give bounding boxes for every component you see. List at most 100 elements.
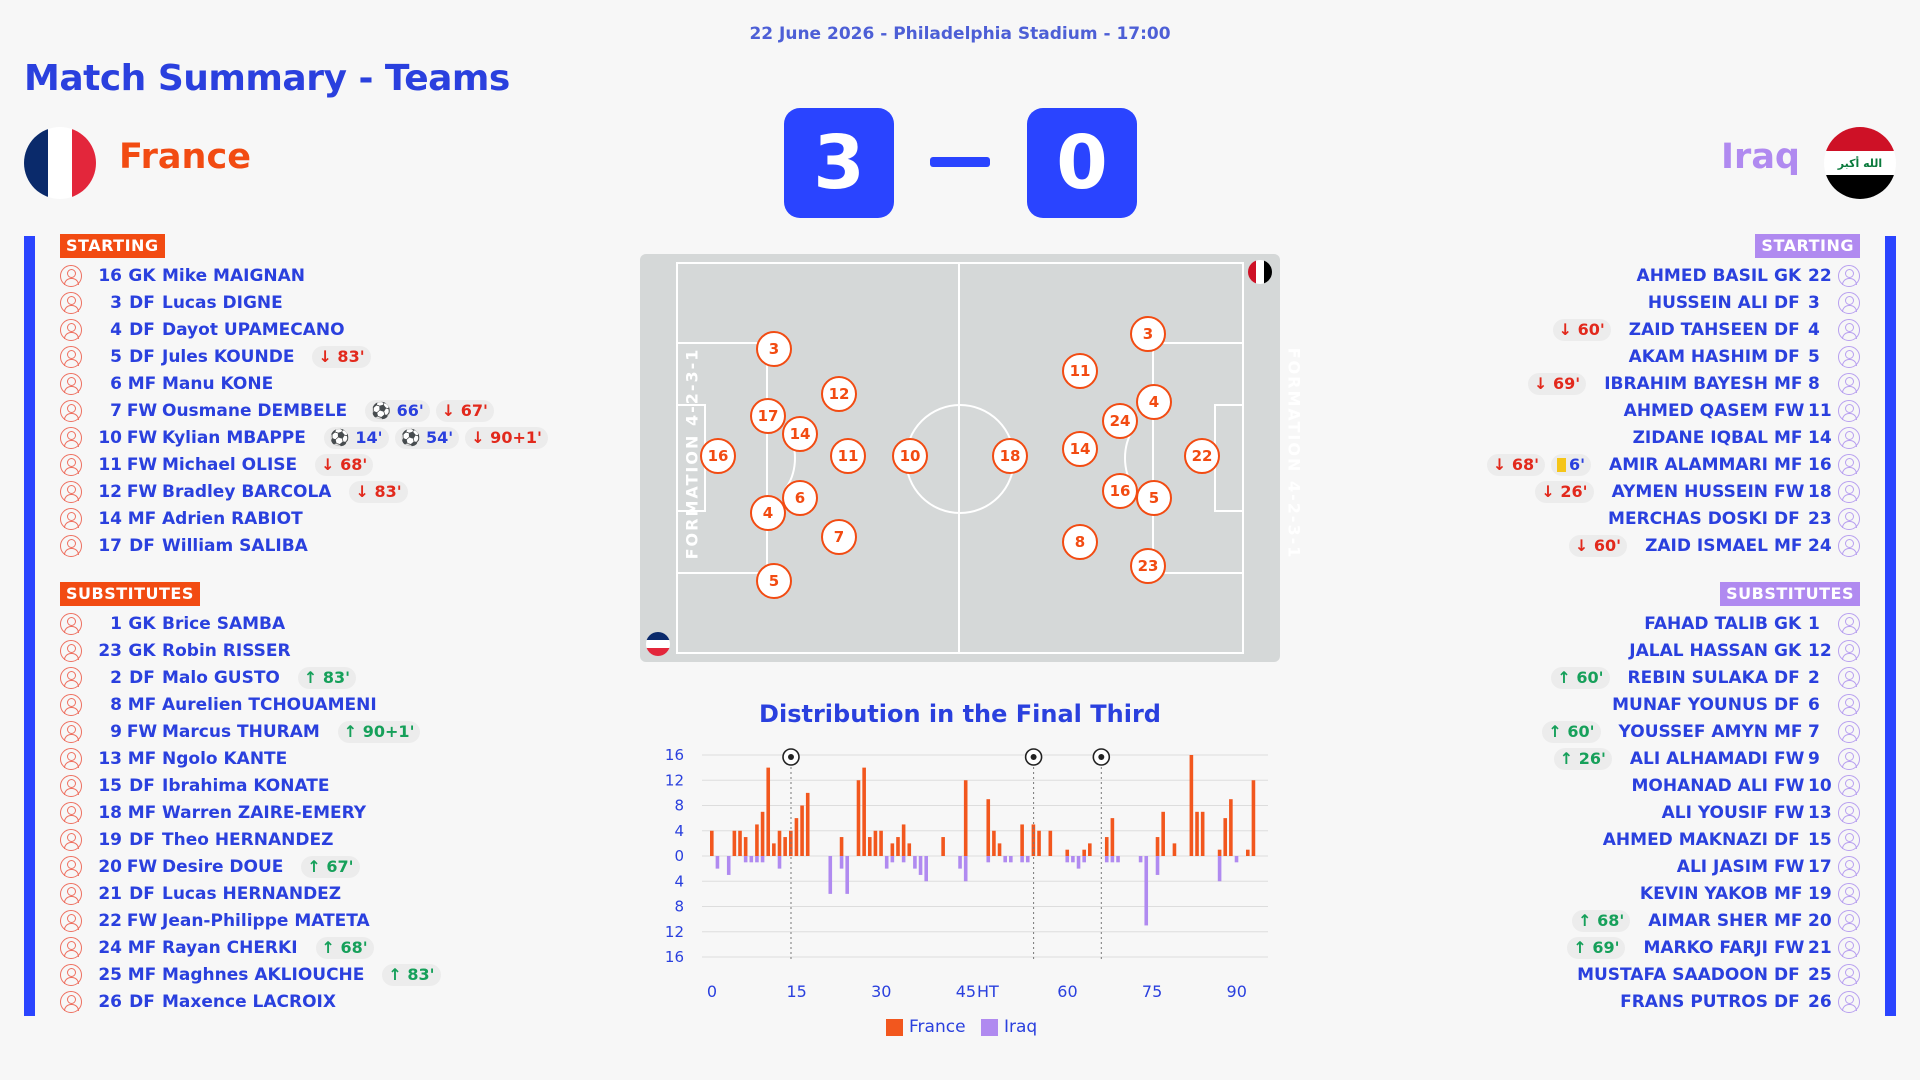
- player-row[interactable]: 6 MF Manu KONE: [60, 372, 273, 396]
- player-row[interactable]: 13 MF Ngolo KANTE: [60, 747, 287, 771]
- player-name: YOUSSEF AMYN: [1618, 722, 1768, 742]
- player-row[interactable]: 14 MF ZIDANE IQBAL: [1633, 426, 1860, 450]
- player-row[interactable]: 14 MF Adrien RABIOT: [60, 507, 303, 531]
- france-bar: [839, 837, 844, 856]
- player-number: 9: [110, 722, 122, 742]
- player-row[interactable]: 16 GK Mike MAIGNAN: [60, 264, 305, 288]
- player-name: ZAID TAHSEEN: [1628, 320, 1768, 340]
- iraq-bar: [1020, 856, 1024, 863]
- iraq-bar: [1234, 856, 1239, 863]
- player-row[interactable]: 2 DF Malo GUSTO ↑ 83': [60, 666, 357, 690]
- player-name: AYMEN HUSSEIN: [1611, 482, 1768, 502]
- player-row[interactable]: 5 DF Jules KOUNDE ↓ 83': [60, 345, 371, 369]
- player-row[interactable]: 1 GK FAHAD TALIB: [1644, 612, 1860, 636]
- player-row[interactable]: 26 DF Maxence LACROIX: [60, 990, 336, 1014]
- player-row[interactable]: 26 DF FRANS PUTROS: [1620, 990, 1860, 1014]
- in-event-badge: ↑ 69': [1567, 937, 1626, 959]
- player-row[interactable]: 23 DF MERCHAS DOSKI: [1608, 507, 1860, 531]
- player-icon: [60, 481, 82, 503]
- player-row[interactable]: 18 FW AYMEN HUSSEIN ↓ 26': [1535, 480, 1860, 504]
- player-row[interactable]: 2 DF REBIN SULAKA ↑ 60': [1551, 666, 1860, 690]
- away-mini-flag-icon: [1248, 260, 1272, 284]
- player-number: 16: [98, 266, 122, 286]
- iraq-bar: [1082, 856, 1086, 863]
- player-row[interactable]: 15 DF AHMED MAKNAZI: [1603, 828, 1860, 852]
- player-name: AHMED MAKNAZI: [1602, 830, 1768, 850]
- player-events: ↑ 83': [382, 964, 441, 986]
- player-row[interactable]: 17 DF William SALIBA: [60, 534, 308, 558]
- player-row[interactable]: 4 DF ZAID TAHSEEN ↓ 60': [1552, 318, 1860, 342]
- player-name: MOHANAD ALI: [1631, 776, 1768, 796]
- player-row[interactable]: 20 FW Desire DOUE ↑ 67': [60, 855, 360, 879]
- player-row[interactable]: 21 DF Lucas HERNANDEZ: [60, 882, 341, 906]
- player-position: FW: [1774, 749, 1805, 769]
- player-events: ↓ 26': [1535, 481, 1594, 503]
- player-number: 6: [1808, 695, 1820, 715]
- player-row[interactable]: 18 MF Warren ZAIRE-EMERY: [60, 801, 366, 825]
- player-name: Adrien RABIOT: [162, 509, 303, 529]
- player-number: 12: [98, 482, 122, 502]
- player-row[interactable]: 8 MF IBRAHIM BAYESH ↓ 69': [1528, 372, 1860, 396]
- player-number: 20: [1808, 911, 1832, 931]
- iraq-bar: [1065, 856, 1070, 863]
- player-row[interactable]: 1 GK Brice SAMBA: [60, 612, 285, 636]
- away-pitch-player-24: 24: [1102, 403, 1138, 439]
- player-row[interactable]: 24 MF Rayan CHERKI ↑ 68': [60, 936, 374, 960]
- player-row[interactable]: 12 FW Bradley BARCOLA ↓ 83': [60, 480, 408, 504]
- player-row[interactable]: 3 DF Lucas DIGNE: [60, 291, 283, 315]
- player-row[interactable]: 20 MF AIMAR SHER ↑ 68': [1572, 909, 1860, 933]
- player-icon: [1838, 319, 1860, 341]
- player-row[interactable]: 21 FW MARKO FARJI ↑ 69': [1567, 936, 1860, 960]
- player-row[interactable]: 12 GK JALAL HASSAN: [1629, 639, 1860, 663]
- player-row[interactable]: 22 FW Jean-Philippe MATETA: [60, 909, 370, 933]
- france-bar: [992, 830, 996, 856]
- away-pitch-player-5: 5: [1136, 480, 1172, 516]
- player-name: Warren ZAIRE-EMERY: [162, 803, 367, 823]
- player-row[interactable]: 11 FW AHMED QASEM: [1624, 399, 1860, 423]
- player-row[interactable]: 6 DF MUNAF YOUNUS: [1612, 693, 1860, 717]
- player-row[interactable]: 25 DF MUSTAFA SAADOON: [1577, 963, 1860, 987]
- player-row[interactable]: 19 DF Theo HERNANDEZ: [60, 828, 333, 852]
- player-position: MF: [1774, 911, 1803, 931]
- player-events: ↑ 60': [1551, 667, 1610, 689]
- legend-iraq: Iraq: [981, 1017, 1037, 1037]
- player-row[interactable]: 7 MF YOUSSEF AMYN ↑ 60': [1542, 720, 1860, 744]
- player-name: ALI ALHAMADI: [1629, 749, 1768, 769]
- player-row[interactable]: 22 GK AHMED BASIL: [1637, 264, 1860, 288]
- france-bar: [755, 824, 759, 856]
- player-row[interactable]: 16 MF AMIR ALAMMARI 6' ↓ 68': [1486, 453, 1860, 477]
- player-row[interactable]: 4 DF Dayot UPAMECANO: [60, 318, 345, 342]
- player-row[interactable]: 15 DF Ibrahima KONATE: [60, 774, 330, 798]
- player-number: 1: [110, 614, 122, 634]
- home-side-bar: [24, 236, 35, 1016]
- player-position: MF: [127, 509, 157, 529]
- player-number: 4: [110, 320, 122, 340]
- player-row[interactable]: 10 FW Kylian MBAPPE ⚽ 14' ⚽ 54' ↓ 90+1': [60, 426, 548, 450]
- player-row[interactable]: 7 FW Ousmane DEMBELE ⚽ 66' ↓ 67': [60, 399, 494, 423]
- player-row[interactable]: 13 FW ALI YOUSIF: [1662, 801, 1860, 825]
- player-row[interactable]: 9 FW ALI ALHAMADI ↑ 26': [1553, 747, 1860, 771]
- home-pitch-player-16: 16: [700, 438, 736, 474]
- player-icon: [60, 694, 82, 716]
- iraq-bar: [839, 856, 844, 869]
- player-row[interactable]: 23 GK Robin RISSER: [60, 639, 291, 663]
- player-row[interactable]: 17 FW ALI JASIM: [1677, 855, 1860, 879]
- player-position: DF: [1774, 965, 1800, 985]
- player-row[interactable]: 3 DF HUSSEIN ALI: [1648, 291, 1860, 315]
- player-name: MUSTAFA SAADOON: [1577, 965, 1768, 985]
- player-position: DF: [129, 536, 155, 556]
- player-name: Kylian MBAPPE: [162, 428, 306, 448]
- player-row[interactable]: 24 MF ZAID ISMAEL ↓ 60': [1568, 534, 1860, 558]
- player-row[interactable]: 8 MF Aurelien TCHOUAMENI: [60, 693, 377, 717]
- player-row[interactable]: 25 MF Maghnes AKLIOUCHE ↑ 83': [60, 963, 441, 987]
- player-number: 19: [98, 830, 122, 850]
- player-row[interactable]: 19 MF KEVIN YAKOB: [1640, 882, 1860, 906]
- player-row[interactable]: 9 FW Marcus THURAM ↑ 90+1': [60, 720, 421, 744]
- player-row[interactable]: 10 FW MOHANAD ALI: [1632, 774, 1860, 798]
- player-row[interactable]: 5 DF AKAM HASHIM: [1629, 345, 1860, 369]
- player-position: MF: [127, 374, 157, 394]
- iraq-bar: [901, 856, 906, 863]
- player-position: DF: [1774, 695, 1800, 715]
- in-event-badge: ↑ 26': [1553, 748, 1612, 770]
- player-row[interactable]: 11 FW Michael OLISE ↓ 68': [60, 453, 374, 477]
